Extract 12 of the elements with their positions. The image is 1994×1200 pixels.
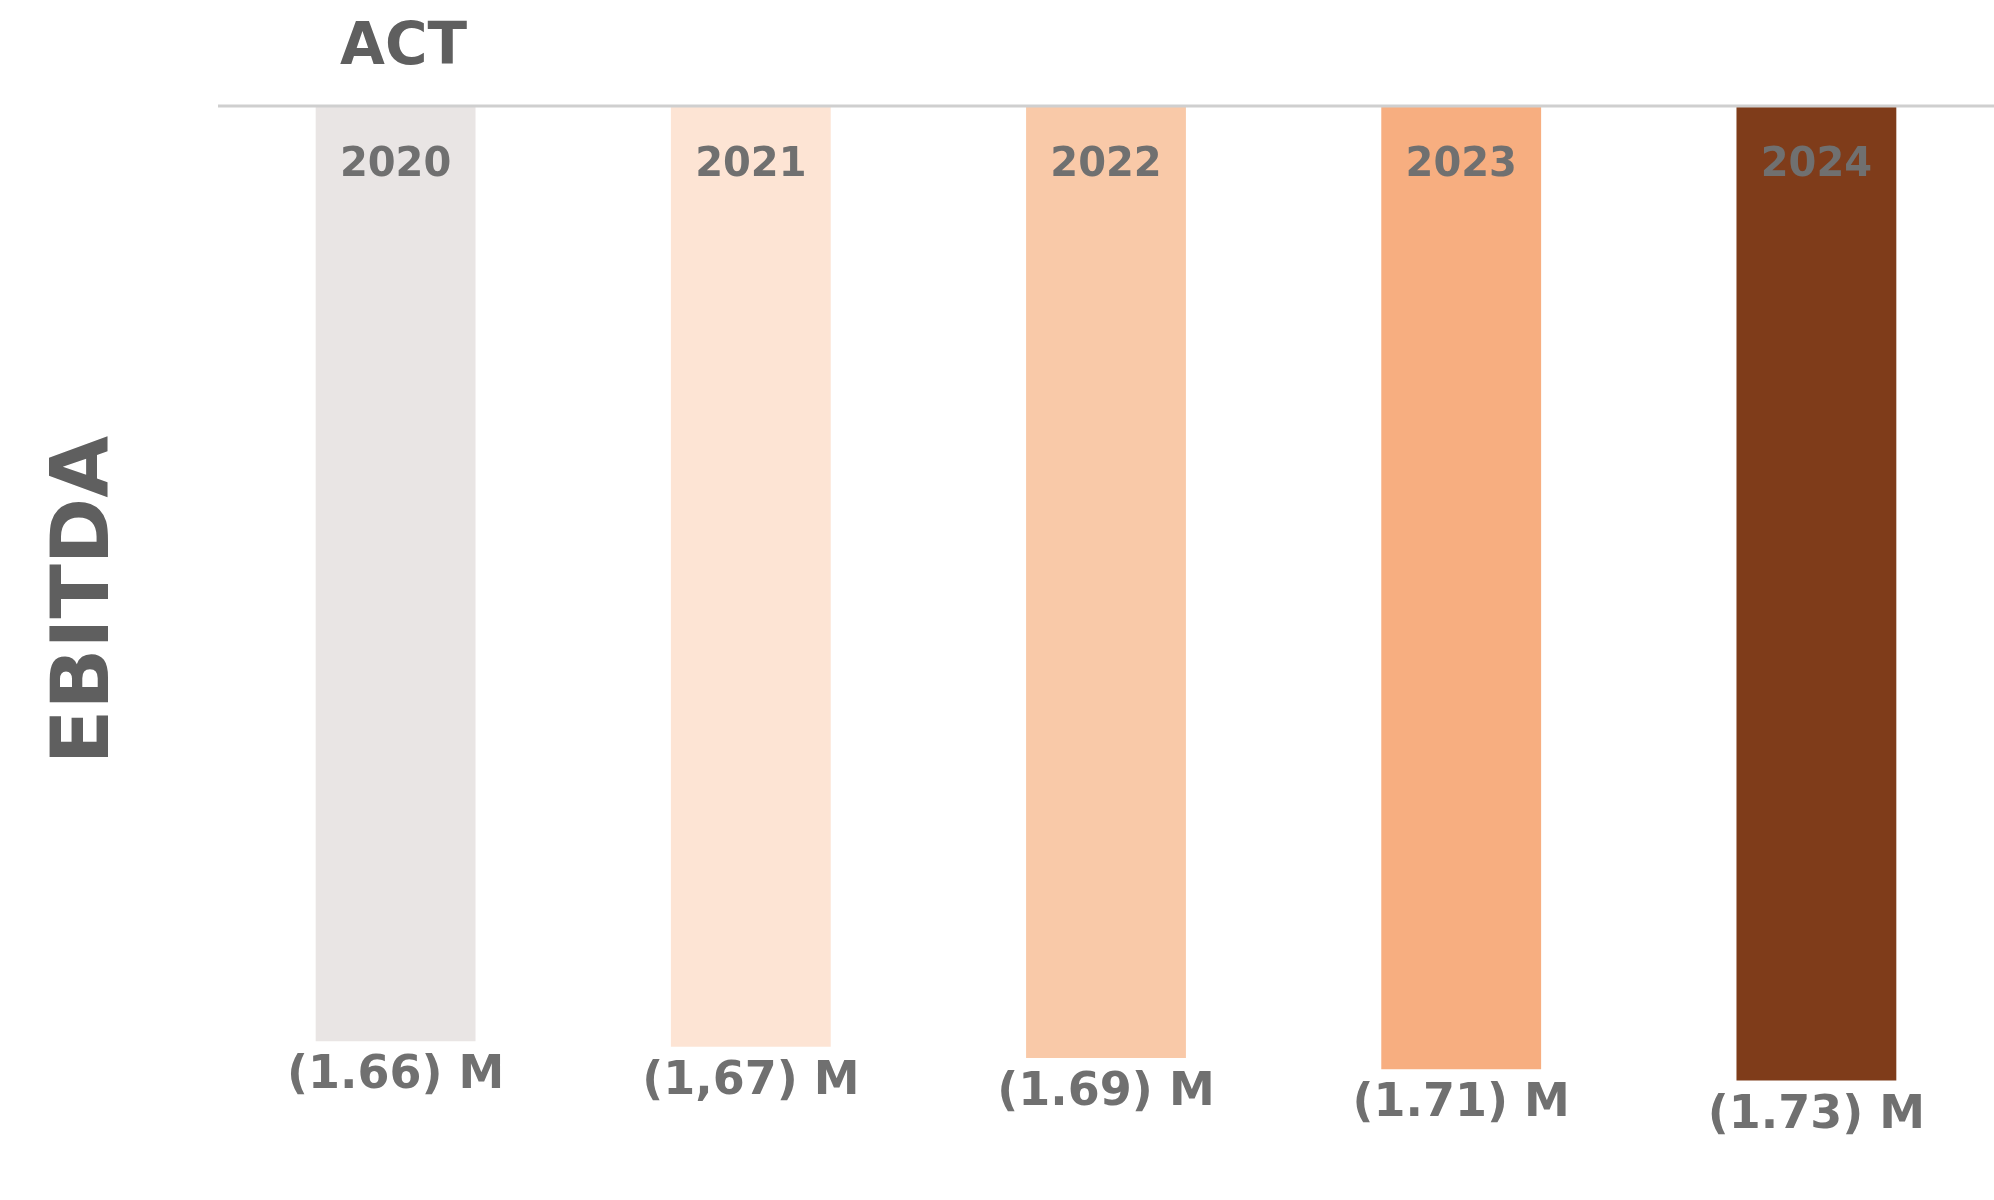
data-label: (1.71) M bbox=[1352, 1073, 1570, 1128]
y-axis-title: EBITDA bbox=[33, 435, 127, 765]
data-label: (1,67) M bbox=[642, 1050, 860, 1105]
x-tick-label: 2020 bbox=[339, 139, 452, 186]
x-tick-label: 2023 bbox=[1405, 139, 1517, 186]
data-label: (1.73) M bbox=[1707, 1084, 1926, 1139]
x-tick-label: 2021 bbox=[695, 139, 807, 186]
x-tick-label: 2022 bbox=[1050, 139, 1162, 186]
data-label: (1.66) M bbox=[286, 1045, 505, 1100]
data-label: (1.69) M bbox=[997, 1061, 1215, 1116]
chart-title: ACT bbox=[340, 10, 468, 78]
x-tick-label: 2024 bbox=[1760, 139, 1873, 186]
